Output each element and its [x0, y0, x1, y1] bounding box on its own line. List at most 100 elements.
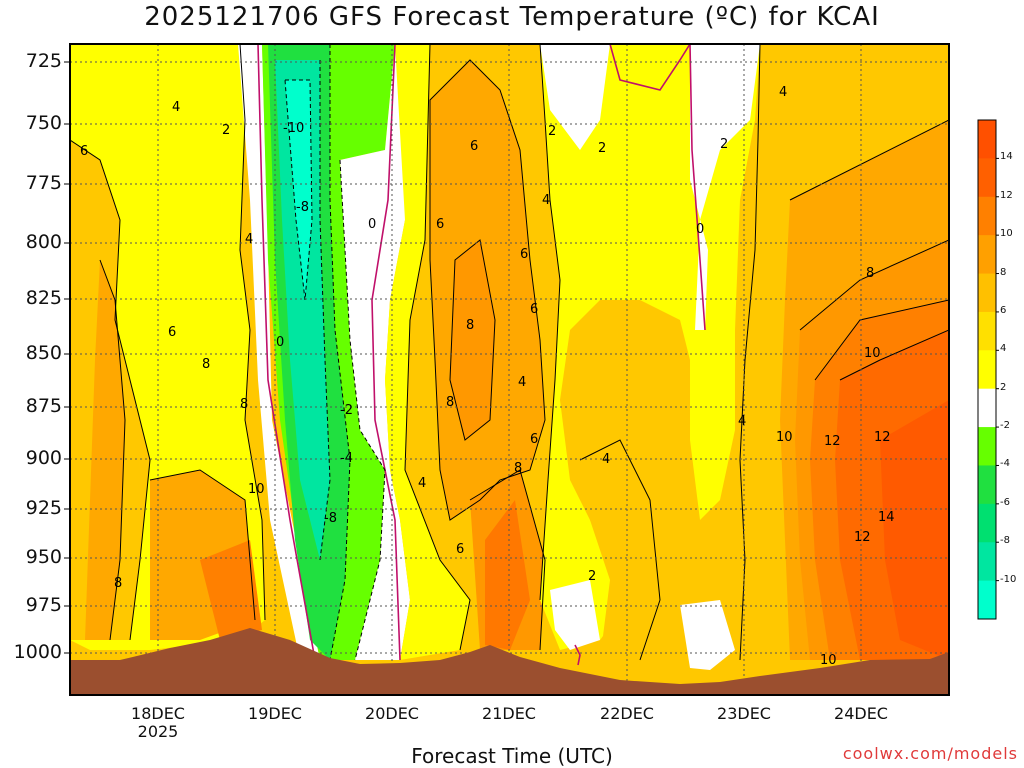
band-6-8-left [85, 260, 125, 640]
contour-line-left-3 [149, 469, 256, 621]
x-axis-label: Forecast Time (UTC) [411, 744, 613, 768]
y-tick-label: 900 [25, 447, 62, 469]
contour-label: 10 [776, 430, 793, 445]
colorbar-swatch [978, 235, 996, 275]
dashed-line-minus8 [319, 60, 331, 561]
colorbar-tick-label: 4 [1000, 343, 1007, 355]
contour-label: -10 [283, 121, 304, 136]
contour-line-left-1 [70, 139, 151, 641]
contour-lines [70, 44, 949, 661]
contour-label: 4 [172, 100, 180, 115]
contour-label: 8 [240, 397, 248, 412]
colorbar-tick-label: 10 [1000, 228, 1013, 240]
x-tick-label: 21DEC [469, 705, 549, 723]
colorbar-tick-label: -2 [1000, 420, 1010, 432]
band-white-22dec-top [540, 44, 610, 150]
x-tick-date: 19DEC [248, 704, 302, 723]
contour-label: 14 [878, 510, 895, 525]
colorbar-swatch [978, 196, 996, 236]
colorbar-tick-label: 8 [1000, 266, 1007, 278]
colorbar-swatch [978, 120, 996, 159]
x-tick-date: 18DEC [131, 704, 185, 723]
colorbar-frame [977, 119, 997, 620]
contour-line-mid-4 [469, 469, 546, 651]
x-tick-label: 23DEC [704, 705, 784, 723]
contour-line-mid-3 [449, 239, 496, 441]
contour-line-right-2 [739, 44, 761, 661]
band-8-10-mid [450, 240, 495, 440]
x-tick-year: 2025 [137, 722, 179, 741]
band-0-left [238, 44, 320, 660]
contour-label: 4 [245, 232, 253, 247]
colorbar-swatch [978, 311, 996, 351]
band-4-6-right-low [580, 440, 660, 660]
y-tick-label: 850 [25, 342, 62, 364]
y-tick-label: 725 [25, 50, 62, 72]
y-tick-label: 1000 [13, 641, 62, 663]
x-tick-label: 20DEC [352, 705, 432, 723]
contour-label: 0 [696, 222, 704, 237]
contour-line-right-6 [839, 329, 949, 381]
contour-line-left-2 [99, 259, 126, 641]
colorbar-swatch [978, 350, 996, 390]
contour-line-right-7 [579, 439, 661, 661]
contour-label: 6 [520, 247, 528, 262]
contour-label: -2 [340, 403, 353, 418]
contour-label: 2 [598, 141, 606, 156]
cold-dashed-lines [284, 44, 386, 661]
y-tick-label: 925 [25, 497, 62, 519]
zero-line-22dec-low [574, 644, 581, 666]
contour-label: 10 [864, 346, 881, 361]
colorbar-swatch [978, 542, 996, 582]
x-tick-date: 24DEC [834, 704, 888, 723]
contour-label: 4 [418, 476, 426, 491]
x-tick-date: 22DEC [600, 704, 654, 723]
zero-line-left [257, 44, 316, 661]
dashed-line-minus2 [339, 159, 386, 661]
contour-line-mid-1 [395, 44, 471, 651]
band-2-4-mid [385, 44, 470, 660]
contour-label: -8 [324, 511, 337, 526]
terrain [70, 628, 949, 695]
contour-label: 0 [368, 217, 376, 232]
contour-label: 2 [720, 137, 728, 152]
y-tick-marks [64, 61, 70, 654]
contour-label: 10 [248, 482, 265, 497]
colorbar-tick-label: -4 [1000, 458, 1010, 470]
contour-label: 8 [446, 395, 454, 410]
contour-line-right-1 [539, 44, 561, 601]
band-white-23dec-top [690, 44, 760, 330]
colorbar-swatch [978, 158, 996, 198]
colorbar-tick-label: 2 [1000, 381, 1007, 393]
plot-frame [69, 43, 950, 696]
x-tick-date: 21DEC [482, 704, 536, 723]
band-10-12-mid-low [485, 500, 530, 650]
zero-line-23dec [689, 44, 706, 331]
y-tick-label: 800 [25, 231, 62, 253]
band-10-12-left-low [200, 540, 262, 640]
x-tick-label: 24DEC [821, 705, 901, 723]
colorbar-tick-label: -10 [1000, 573, 1017, 585]
contour-label: 0 [276, 335, 284, 350]
contour-label: 8 [202, 357, 210, 372]
y-tick-label: 950 [25, 546, 62, 568]
contour-label: 6 [530, 302, 538, 317]
zero-line-right [371, 44, 401, 661]
contour-label: 6 [530, 432, 538, 447]
contour-label: 10 [820, 653, 837, 668]
colorbar-tick-label: 12 [1000, 189, 1013, 201]
colorbar-tick-label: 6 [1000, 304, 1007, 316]
contour-label: 12 [874, 430, 891, 445]
colorbar [977, 119, 999, 620]
contour-line-right-5 [814, 299, 949, 381]
y-tick-label: 975 [25, 594, 62, 616]
watermark: coolwx.com/models [842, 744, 1018, 763]
contour-label: 12 [824, 434, 841, 449]
contour-line-left-4 [70, 44, 266, 621]
colorbar-tick-label: -6 [1000, 496, 1010, 508]
freezing-lines [257, 44, 706, 666]
contour-label: 6 [456, 542, 464, 557]
contour-label: 6 [470, 139, 478, 154]
contour-label-layer: -10 -8 -8 -4 -2 0 0 0 2 2 2 2 2 4 4 4 4 … [80, 85, 895, 668]
